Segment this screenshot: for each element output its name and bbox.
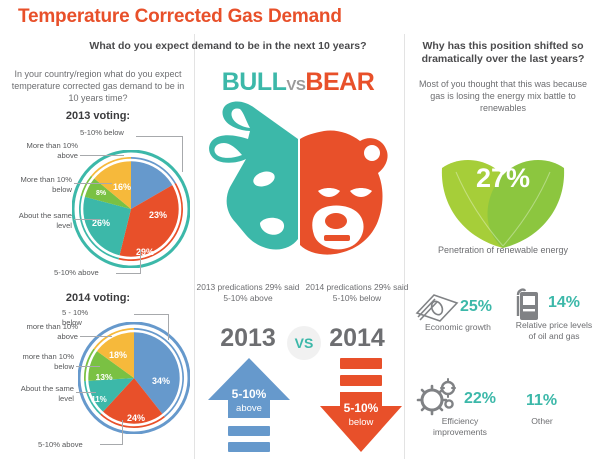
stat-other: 11% Other [512, 392, 596, 452]
stat-caption: Relative price levels of oil and gas [515, 320, 593, 341]
vs-word: VS [286, 77, 306, 94]
leader-line [122, 420, 123, 445]
bull-word: BULL [221, 68, 287, 96]
leader-line [134, 314, 168, 315]
gears-icon [414, 378, 464, 421]
prediction-2013-text: 2013 predications 29% said 5-10% above [196, 282, 300, 303]
svg-text:26%: 26% [92, 218, 110, 228]
voting-title-2013: 2013 voting: [65, 110, 131, 122]
svg-text:8%: 8% [96, 190, 107, 197]
svg-text:above: above [236, 403, 262, 414]
leader-line [80, 336, 112, 337]
svg-text:11%: 11% [91, 395, 107, 404]
leader-line [182, 136, 183, 172]
svg-text:5-10%: 5-10% [232, 387, 267, 401]
callout-2013-5-10-above: 5-10% above [54, 268, 99, 277]
stat-oil-gas-price: 14% Relative price levels of oil and gas [512, 286, 598, 376]
svg-text:23%: 23% [149, 210, 167, 220]
svg-text:13%: 13% [95, 372, 112, 382]
bull-icon [209, 101, 298, 250]
callout-2014-5-10-above: 5-10% above [38, 440, 83, 449]
leader-line [140, 250, 141, 274]
callout-2014-more-than-10-above: more than 10% above [26, 322, 79, 341]
leader-line [80, 155, 124, 156]
callout-2013-more-than-10-below: More than 10% below [20, 175, 73, 194]
callout-2013-more-than-10-above: More than 10% above [26, 141, 79, 160]
voting-title-2014: 2014 voting: [65, 292, 131, 304]
fuel-pump-icon [512, 286, 546, 327]
svg-text:24%: 24% [127, 413, 145, 423]
svg-text:5-10%: 5-10% [344, 401, 379, 415]
leader-line [76, 392, 96, 393]
left-intro-text: In your country/region what do you expec… [11, 69, 185, 103]
stat-percent: 25% [460, 298, 493, 315]
callout-2013-5-10-below: 5-10% below [80, 128, 124, 137]
leader-line [74, 219, 100, 220]
callout-2013-about-same: About the same level [18, 211, 72, 230]
svg-text:16%: 16% [113, 182, 131, 192]
leaf-icon [432, 128, 574, 250]
stat-efficiency: 22% Efficiency improvements [414, 378, 506, 460]
leader-line [168, 314, 169, 340]
year-label-2013: 2013 [220, 324, 276, 352]
down-arrow-2014: 5-10% below [318, 356, 404, 456]
stat-percent: 22% [464, 390, 497, 407]
stat-percent: 11% [526, 392, 558, 409]
pie-chart-2013: 23% 29% 26% 8% 16% [72, 150, 190, 268]
prediction-2014-text: 2014 predications 29% said 5-10% below [305, 282, 409, 303]
svg-text:34%: 34% [152, 376, 170, 386]
svg-text:29%: 29% [136, 247, 154, 257]
stat-percent: 14% [548, 294, 581, 311]
leader-line [100, 444, 122, 445]
leader-line [136, 136, 182, 137]
stat-caption: Economic growth [425, 322, 491, 332]
callout-2014-about-same: About the same level [20, 384, 74, 403]
page-title: Temperature Corrected Gas Demand [18, 6, 342, 27]
bear-word: BEAR [305, 68, 375, 96]
callout-2014-more-than-10-below: more than 10% below [22, 352, 75, 371]
stat-economic-growth: 25% Economic growth [414, 290, 502, 370]
stat-caption: Efficiency improvements [433, 416, 487, 437]
center-heading: What do you expect demand to be in the n… [89, 40, 367, 52]
column-divider-2 [404, 34, 405, 459]
year-label-2014: 2014 [329, 324, 385, 352]
callout-2014-5-10-below: 5 - 10% below [62, 308, 89, 327]
bull-vs-bear-title: BULLVSBEAR [198, 68, 398, 97]
stat-caption: Other [531, 416, 553, 426]
renewable-percent: 27% [475, 163, 531, 193]
pie-chart-2014: 34% 24% 11% 13% 18% [78, 322, 190, 434]
bull-and-bear-illustration [200, 95, 398, 265]
svg-text:18%: 18% [109, 350, 127, 360]
renewable-caption: Penetration of renewable energy [437, 245, 569, 255]
up-arrow-2013: 5-10% above [206, 356, 292, 456]
money-stack-icon [414, 290, 460, 329]
vs-badge: VS [287, 326, 321, 360]
column-divider-1 [194, 34, 195, 459]
leader-line [116, 273, 140, 274]
svg-text:below: below [349, 417, 374, 428]
leader-line [74, 183, 112, 184]
leader-line [76, 366, 100, 367]
right-heading: Why has this position shifted so dramati… [421, 40, 585, 65]
right-intro-text: Most of you thought that this was becaus… [418, 79, 588, 113]
